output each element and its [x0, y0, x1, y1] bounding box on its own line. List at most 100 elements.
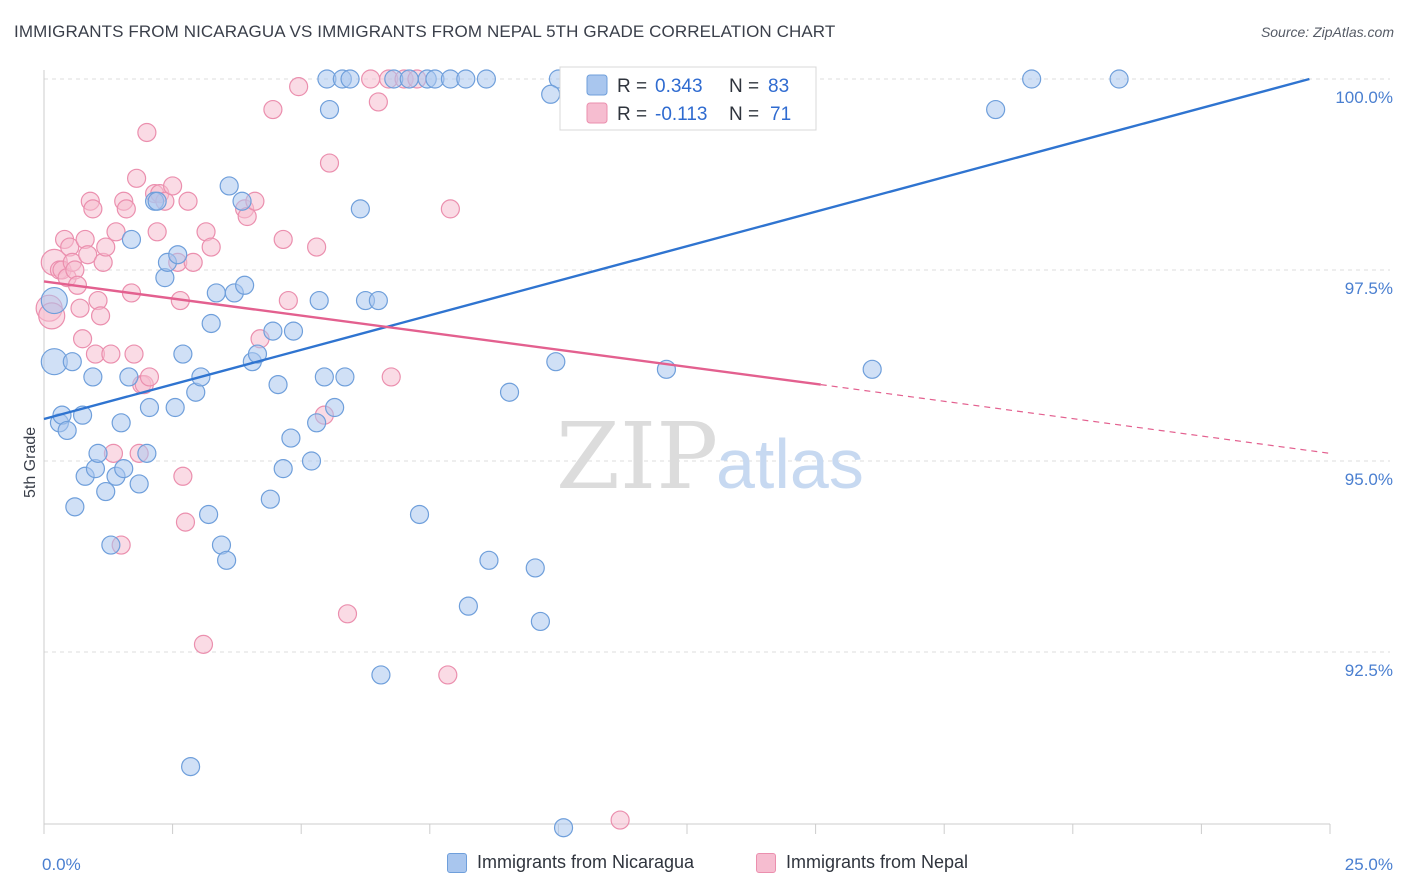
nicaragua-point-58: [340, 69, 360, 89]
legend-n-label-nepal: N =: [729, 104, 759, 125]
nicaragua-point-20: [137, 443, 157, 463]
nicaragua-point-18: [121, 229, 142, 250]
nepal-point-11: [70, 298, 90, 318]
nicaragua-point-54: [319, 99, 340, 120]
nicaragua-point-11: [88, 443, 108, 463]
nepal-point-40: [163, 176, 183, 196]
trend-lines: [43, 77, 1331, 454]
nepal-point-68: [438, 665, 458, 685]
nepal-point-14: [78, 245, 98, 265]
nicaragua-point-71: [476, 69, 496, 89]
nicaragua-point-52: [314, 367, 334, 387]
legend-marker-nepal: [756, 852, 776, 873]
nepal-point-46: [183, 252, 203, 272]
nicaragua-trend-line: [43, 77, 1310, 421]
watermark-atlas: atlas: [716, 425, 864, 503]
nepal-point-21: [96, 237, 116, 257]
y-tick-label-3: 92.5%: [1345, 661, 1393, 680]
nicaragua-point-33: [201, 313, 221, 334]
nicaragua-point-43: [260, 489, 280, 509]
nicaragua-point-79: [541, 84, 561, 104]
x-tick-label-0: 0.0%: [42, 855, 81, 874]
nicaragua-point-44: [263, 321, 283, 341]
nepal-point-12: [72, 329, 93, 349]
nicaragua-point-75: [530, 611, 550, 632]
nepal-point-37: [147, 222, 167, 242]
nepal-point-69: [440, 199, 460, 219]
nepal-point-49: [201, 237, 221, 257]
nicaragua-series: [40, 69, 1129, 838]
nicaragua-point-6: [65, 497, 85, 517]
nicaragua-point-49: [301, 451, 322, 471]
nicaragua-point-16: [114, 459, 134, 479]
nicaragua-point-57: [335, 367, 355, 387]
nicaragua-point-26: [165, 397, 185, 418]
nepal-point-24: [106, 222, 126, 242]
nicaragua-point-9: [83, 367, 103, 387]
nepal-series: [35, 69, 630, 830]
nicaragua-point-50: [307, 413, 327, 433]
nicaragua-point-36: [217, 550, 237, 570]
legend-n-value-nicaragua: 83: [768, 76, 789, 97]
nicaragua-point-4: [57, 420, 77, 441]
nicaragua-point-37: [219, 176, 239, 196]
nicaragua-point-48: [283, 321, 304, 341]
legend-swatch-nicaragua: [586, 74, 608, 96]
watermark-zip: ZIP: [556, 403, 718, 510]
nicaragua-point-59: [350, 199, 370, 219]
nepal-point-57: [289, 77, 309, 97]
nicaragua-point-40: [235, 275, 255, 295]
nepal-point-35: [139, 367, 160, 387]
nicaragua-point-55: [325, 397, 345, 418]
y-axis-label: 5th Grade: [22, 427, 39, 498]
nicaragua-point-64: [399, 69, 419, 89]
legend-item-nicaragua: Immigrants from Nicaragua: [447, 852, 694, 873]
nicaragua-point-21: [139, 397, 160, 418]
nicaragua-point-12: [96, 481, 116, 502]
nepal-point-43: [173, 466, 193, 486]
nepal-point-63: [368, 92, 388, 112]
nepal-point-58: [307, 237, 327, 257]
nicaragua-point-84: [1109, 69, 1129, 89]
nepal-point-44: [175, 512, 196, 532]
legend-label-nicaragua: Immigrants from Nicaragua: [477, 852, 695, 872]
x-tick-label-1: 25.0%: [1345, 855, 1393, 874]
legend-label-nepal: Immigrants from Nepal: [786, 852, 969, 872]
y-tick-label-0: 100.0%: [1335, 88, 1393, 107]
nicaragua-point-74: [525, 558, 545, 578]
nicaragua-point-62: [371, 665, 391, 685]
nicaragua-point-28: [173, 344, 193, 364]
nicaragua-point-70: [458, 596, 478, 616]
nicaragua-point-13: [101, 535, 121, 555]
nicaragua-point-34: [206, 283, 226, 303]
y-tick-label-2: 95.0%: [1345, 470, 1393, 489]
y-tick-label-1: 97.5%: [1345, 279, 1393, 298]
legend-swatch-nepal: [586, 102, 608, 124]
nicaragua-point-51: [309, 290, 329, 311]
nepal-point-27: [116, 199, 136, 219]
legend-marker-nicaragua: [447, 852, 467, 873]
nepal-trend-line: [43, 280, 821, 386]
legend-r-label-nicaragua: R =: [617, 76, 647, 97]
nicaragua-point-23: [147, 191, 167, 211]
nicaragua-point-19: [129, 474, 149, 494]
watermark: ZIP atlas: [556, 403, 864, 510]
legend-n-value-nepal: 71: [770, 104, 791, 125]
nicaragua-point-39: [232, 191, 252, 211]
nicaragua-point-17: [119, 367, 139, 387]
legend-r-value-nicaragua: 0.343: [655, 76, 703, 97]
nicaragua-point-15: [111, 413, 131, 433]
nepal-point-47: [193, 634, 214, 654]
nepal-point-70: [610, 810, 630, 830]
correlation-legend: R = 0.343 N = 83 R = -0.113 N = 71: [559, 66, 817, 131]
nepal-point-55: [273, 229, 293, 250]
nicaragua-point-65: [409, 504, 430, 525]
nepal-point-19: [90, 306, 111, 326]
source-label: Source: ZipAtlas.com: [1260, 24, 1394, 40]
legend-n-label-nicaragua: N =: [729, 76, 759, 97]
nepal-point-22: [101, 344, 121, 364]
nicaragua-point-32: [199, 504, 219, 525]
nepal-point-29: [124, 344, 144, 364]
nicaragua-point-29: [181, 756, 201, 777]
